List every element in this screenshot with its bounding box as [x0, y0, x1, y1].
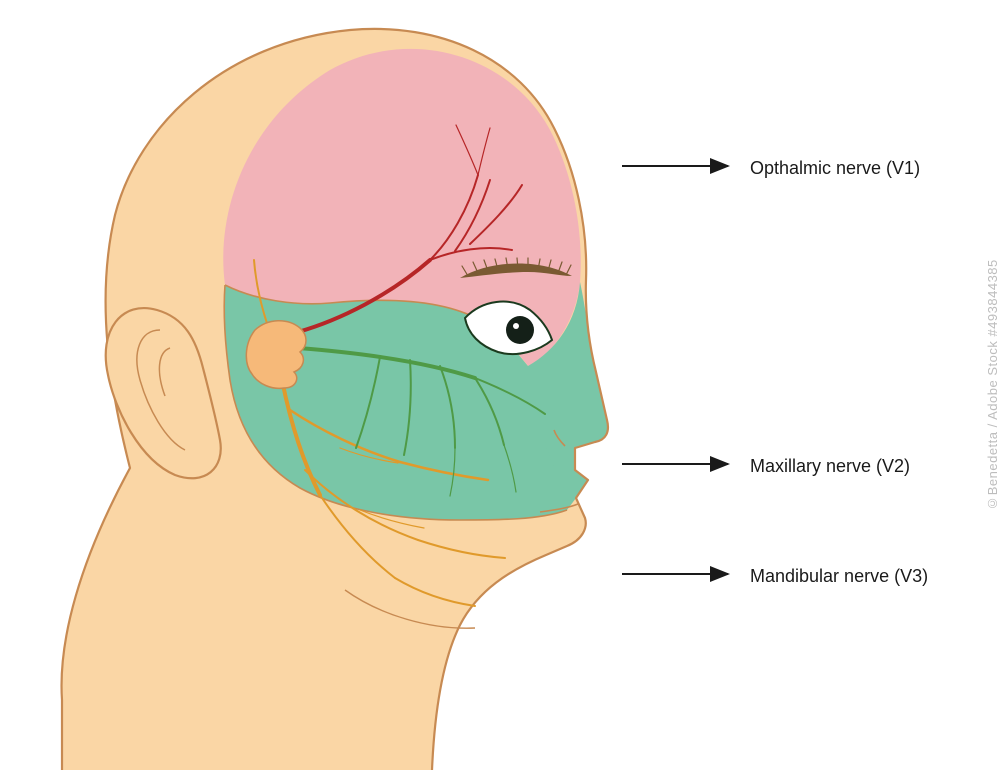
diagram-svg [0, 0, 1000, 770]
trigeminal-ganglion [246, 321, 306, 389]
label-v3: Mandibular nerve (V3) [750, 566, 928, 587]
watermark: ©Benedetta / Adobe Stock #493844385 [985, 259, 1000, 511]
iris [506, 316, 534, 344]
label-v1: Opthalmic nerve (V1) [750, 158, 920, 179]
label-v2: Maxillary nerve (V2) [750, 456, 910, 477]
diagram-stage: Opthalmic nerve (V1) Maxillary nerve (V2… [0, 0, 1000, 770]
eye-highlight [513, 323, 519, 329]
